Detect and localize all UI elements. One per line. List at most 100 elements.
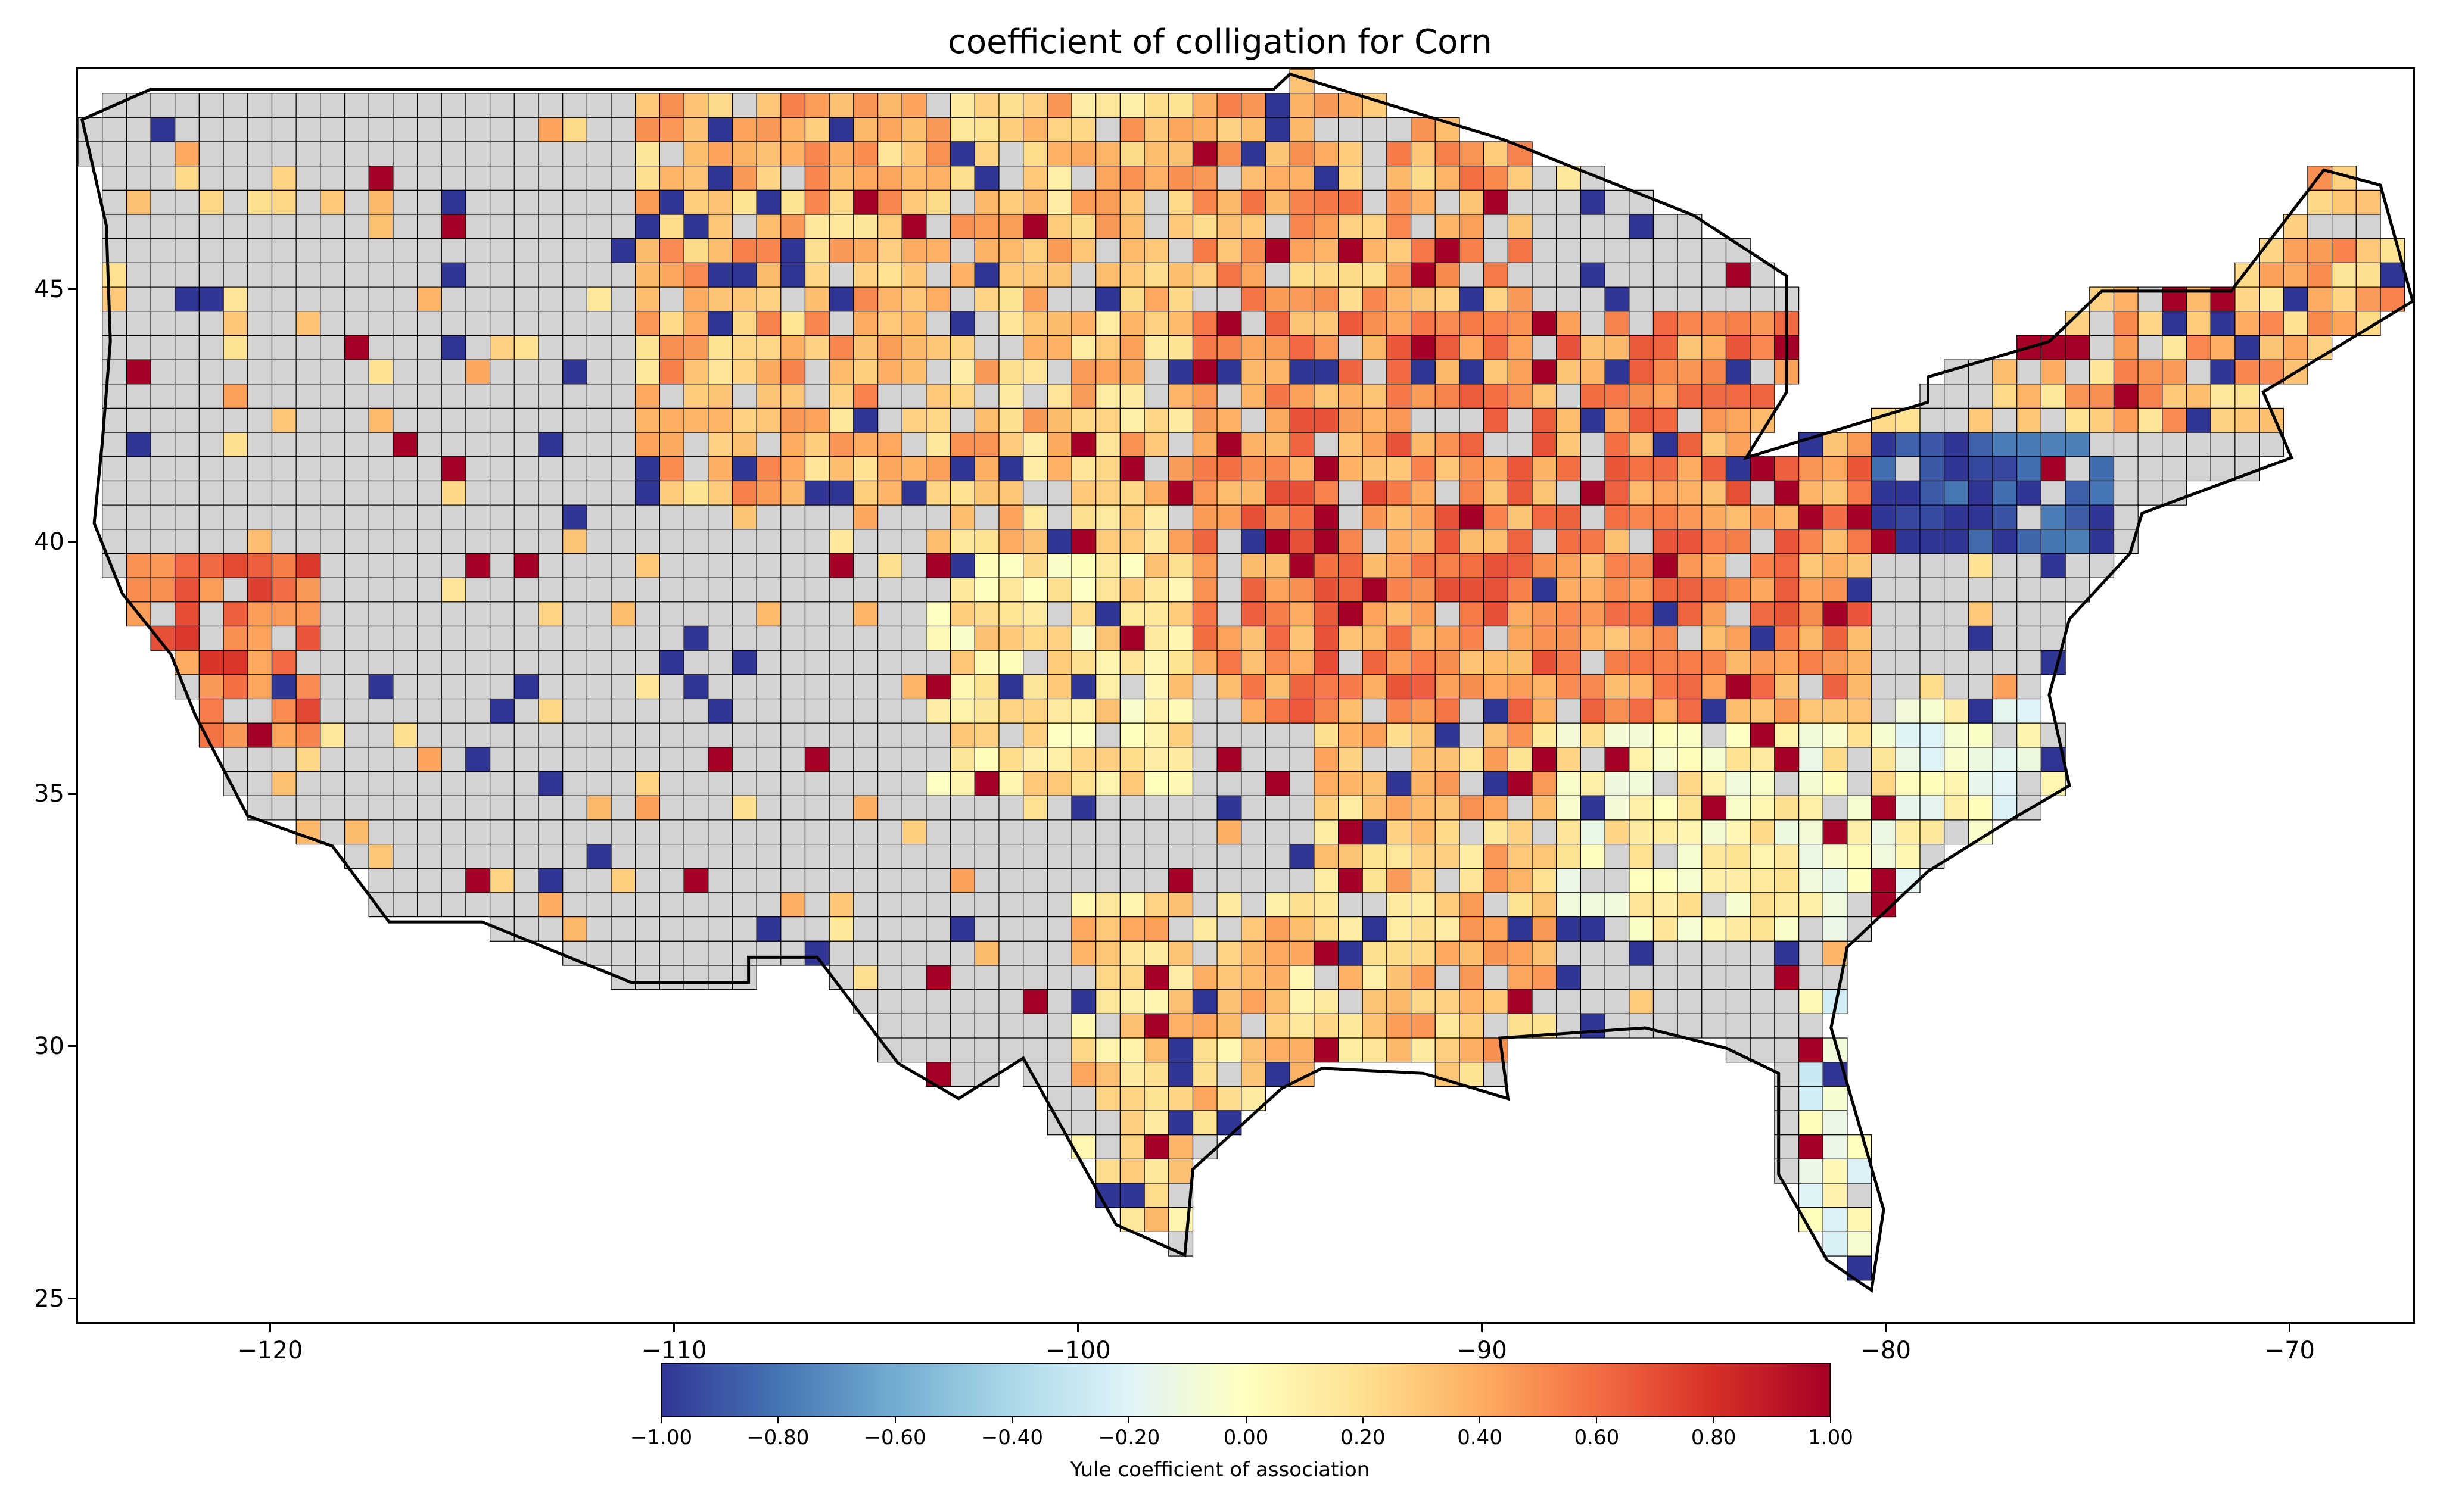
county-region: [804, 771, 830, 796]
county-region: [2355, 238, 2381, 264]
county-region: [489, 384, 515, 409]
county-region: [1265, 819, 1290, 845]
county-region: [538, 795, 564, 821]
county-region: [1241, 916, 1266, 942]
county-region: [1968, 674, 1993, 700]
county-region: [1119, 432, 1145, 457]
county-region: [1047, 432, 1072, 457]
county-region: [1750, 747, 1775, 772]
county-region: [1604, 795, 1630, 821]
county-region: [393, 650, 418, 675]
county-region: [974, 529, 1000, 554]
county-region: [1289, 335, 1315, 360]
county-region: [1434, 407, 1460, 433]
county-region: [950, 1062, 975, 1087]
county-region: [683, 480, 709, 506]
county-region: [1144, 674, 1169, 700]
county-region: [756, 166, 782, 191]
county-region: [441, 238, 466, 264]
county-region: [489, 722, 515, 748]
county-region: [1725, 407, 1751, 433]
county-region: [756, 771, 782, 796]
county-region: [780, 771, 806, 796]
county-region: [295, 771, 321, 796]
county-region: [1652, 335, 1678, 360]
county-region: [1507, 843, 1533, 869]
county-region: [926, 940, 951, 966]
county-region: [126, 480, 151, 506]
county-region: [732, 432, 757, 457]
county-region: [1241, 93, 1266, 119]
county-region: [513, 625, 539, 651]
county-region: [1289, 843, 1315, 869]
county-region: [1725, 601, 1751, 627]
county-region: [393, 819, 418, 845]
county-region: [586, 868, 612, 893]
county-region: [1265, 529, 1290, 554]
county-region: [1265, 916, 1290, 942]
county-region: [223, 189, 248, 215]
county-region: [1241, 262, 1266, 288]
county-region: [853, 601, 879, 627]
colorbar-tick-mark: [1713, 1417, 1714, 1423]
county-region: [853, 456, 879, 482]
county-region: [1071, 674, 1097, 700]
county-region: [368, 819, 394, 845]
county-region: [1725, 577, 1751, 603]
county-region: [1338, 965, 1363, 990]
county-region: [2162, 432, 2187, 457]
county-region: [1532, 311, 1557, 336]
county-region: [1507, 892, 1533, 918]
county-region: [611, 601, 636, 627]
county-region: [732, 214, 757, 239]
county-region: [1459, 892, 1484, 918]
county-region: [829, 940, 854, 966]
county-region: [1774, 892, 1800, 918]
county-region: [1992, 674, 2018, 700]
county-region: [1701, 504, 1727, 530]
county-region: [1895, 843, 1921, 869]
county-region: [1071, 771, 1097, 796]
county-region: [2089, 504, 2115, 530]
county-region: [223, 553, 248, 578]
county-region: [1507, 529, 1533, 554]
county-region: [1095, 1158, 1121, 1184]
county-region: [1386, 722, 1412, 748]
county-region: [1023, 868, 1048, 893]
county-region: [1071, 625, 1097, 651]
county-region: [1532, 674, 1557, 700]
county-region: [1677, 311, 1703, 336]
county-region: [1604, 384, 1630, 409]
county-region: [1629, 529, 1654, 554]
county-region: [247, 407, 273, 433]
county-region: [780, 529, 806, 554]
county-region: [1629, 674, 1654, 700]
county-region: [1580, 625, 1605, 651]
county-region: [1822, 868, 1848, 893]
county-region: [1047, 965, 1072, 990]
county-region: [1216, 625, 1242, 651]
county-region: [1168, 722, 1194, 748]
county-region: [1701, 286, 1727, 312]
county-region: [974, 384, 1000, 409]
county-region: [1047, 214, 1072, 239]
county-region: [465, 722, 491, 748]
county-region: [1434, 456, 1460, 482]
county-region: [175, 93, 200, 119]
county-region: [780, 189, 806, 215]
county-region: [1071, 819, 1097, 845]
county-region: [1556, 286, 1581, 312]
county-region: [489, 674, 515, 700]
county-region: [1071, 286, 1097, 312]
county-region: [1750, 384, 1775, 409]
county-region: [1362, 359, 1387, 385]
county-region: [950, 189, 975, 215]
county-region: [1144, 141, 1169, 167]
county-region: [998, 916, 1024, 942]
county-region: [1652, 384, 1678, 409]
county-region: [1023, 650, 1048, 675]
county-region: [1362, 722, 1387, 748]
county-region: [393, 214, 418, 239]
county-region: [1483, 1037, 1508, 1063]
county-region: [2259, 286, 2284, 312]
